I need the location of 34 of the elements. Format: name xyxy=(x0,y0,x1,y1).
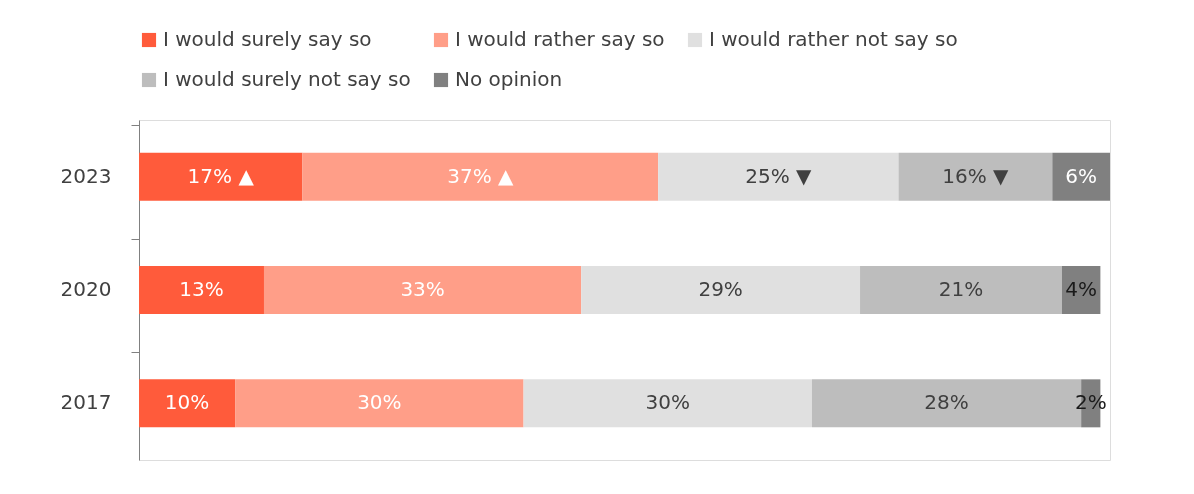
bar xyxy=(263,266,582,314)
data-label: 17% ▲ xyxy=(187,163,255,188)
legend-label: I would rather say so xyxy=(455,27,665,51)
data-label: 13% xyxy=(179,277,224,301)
bar xyxy=(898,152,1053,201)
bar xyxy=(658,152,899,201)
bar xyxy=(235,379,524,428)
data-label: 25% ▼ xyxy=(745,163,813,188)
legend-label: I would surely not say so xyxy=(163,67,411,91)
bar xyxy=(139,379,236,428)
data-label: 33% xyxy=(400,277,445,301)
bar xyxy=(860,266,1062,314)
bar xyxy=(523,379,812,428)
bar xyxy=(302,152,659,201)
y-tick-label: 2020 xyxy=(60,277,112,301)
data-label: 29% xyxy=(698,277,743,301)
bar xyxy=(139,152,303,201)
bar xyxy=(581,266,861,314)
data-label: 30% xyxy=(645,390,690,415)
legend-label: No opinion xyxy=(455,67,563,91)
legend-label: I would surely say so xyxy=(163,27,372,51)
y-tick-label: 2023 xyxy=(60,163,112,188)
bar xyxy=(139,266,264,314)
data-label: 21% xyxy=(938,277,984,301)
data-label: 37% ▲ xyxy=(447,163,514,188)
legend-label: I would rather not say so xyxy=(709,27,958,51)
data-label: 16% ▼ xyxy=(942,163,1010,188)
bar xyxy=(1052,152,1110,201)
data-label: 10% xyxy=(164,390,210,415)
data-label: 28% xyxy=(924,390,969,415)
y-tick-label: 2017 xyxy=(60,390,112,415)
data-label: 4% xyxy=(1065,277,1098,301)
data-label: 30% xyxy=(357,390,402,415)
data-label: 6% xyxy=(1065,163,1098,188)
